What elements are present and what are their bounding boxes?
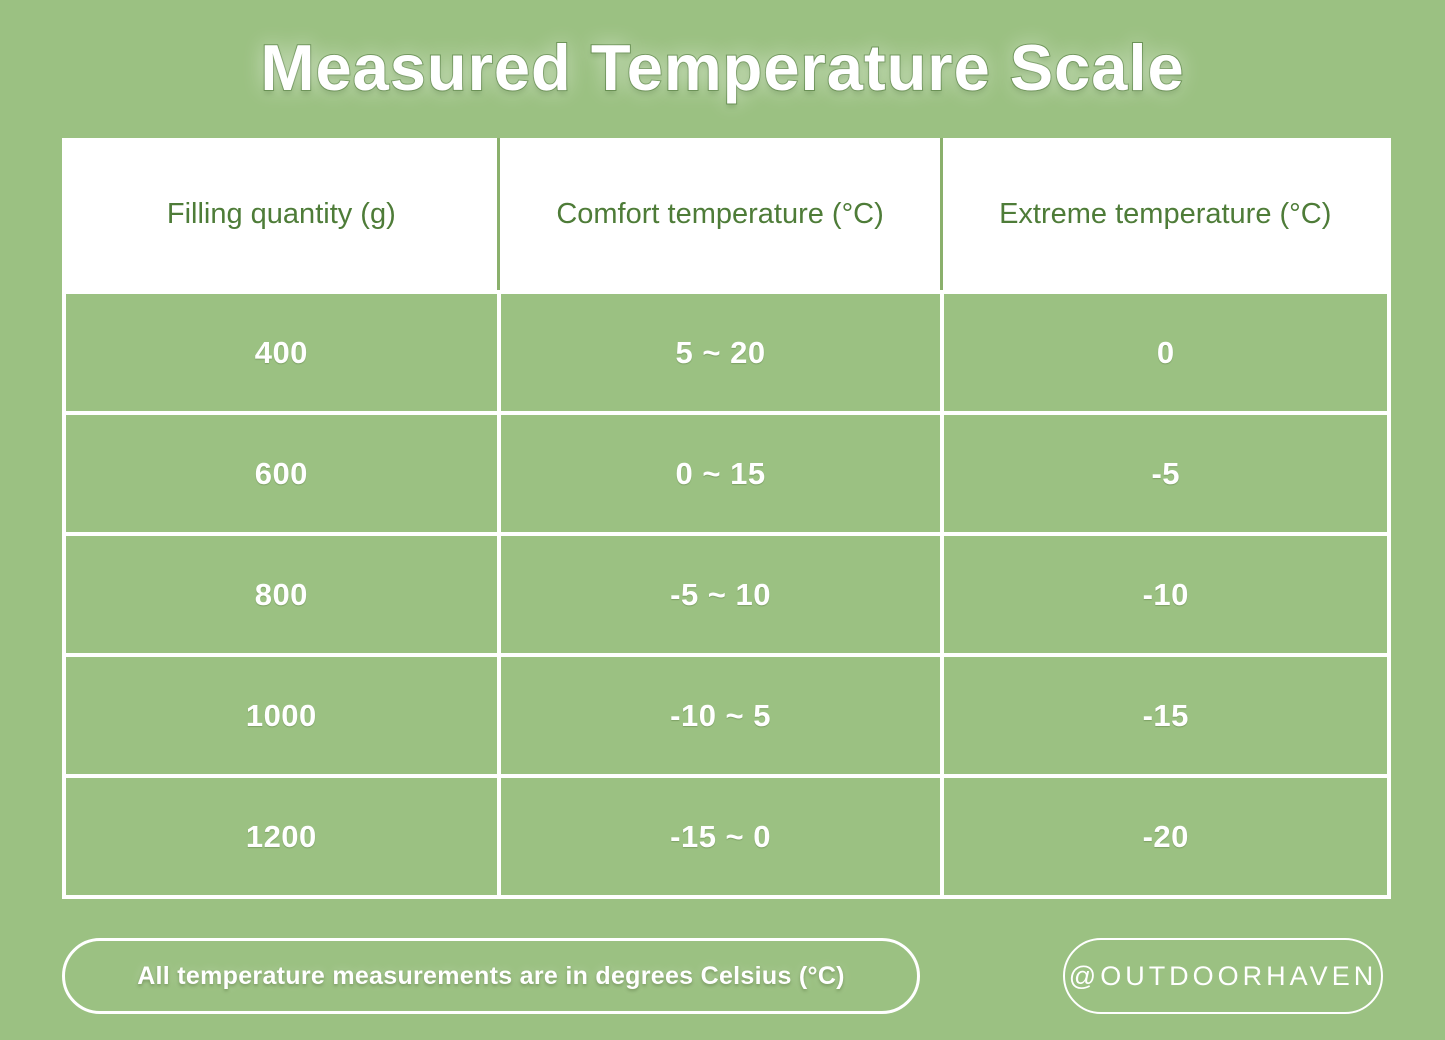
table-row: 1000 -10 ~ 5 -15: [66, 653, 1387, 774]
header-cell-comfort-temperature: Comfort temperature (°C): [496, 138, 941, 290]
table-cell-comfort: -5 ~ 10: [496, 536, 941, 653]
table-header-row: Filling quantity (g) Comfort temperature…: [66, 138, 1387, 290]
table-cell-filling: 400: [66, 294, 497, 411]
table-row: 400 5 ~ 20 0: [66, 290, 1387, 411]
footnote-text: All temperature measurements are in degr…: [137, 961, 845, 990]
table-cell-extreme: 0: [940, 294, 1387, 411]
table-row: 1200 -15 ~ 0 -20: [66, 774, 1387, 895]
header-cell-filling-quantity: Filling quantity (g): [166, 197, 396, 230]
table-cell-comfort: -10 ~ 5: [496, 657, 941, 774]
social-handle-pill: @OUTDOORHAVEN: [1063, 938, 1383, 1014]
table-cell-filling: 1000: [66, 657, 497, 774]
table-cell-filling: 800: [66, 536, 497, 653]
footnote-pill: All temperature measurements are in degr…: [62, 938, 920, 1014]
table-cell-comfort: 5 ~ 20: [496, 294, 941, 411]
table-cell-extreme: -20: [940, 778, 1387, 895]
table-cell-extreme: -5: [940, 415, 1387, 532]
temperature-table: Filling quantity (g) Comfort temperature…: [62, 138, 1391, 899]
table-cell-filling: 600: [66, 415, 497, 532]
table-cell-filling: 1200: [66, 778, 497, 895]
table-cell-extreme: -15: [940, 657, 1387, 774]
social-handle-text: @OUTDOORHAVEN: [1068, 960, 1378, 991]
table-cell-comfort: -15 ~ 0: [496, 778, 941, 895]
table-cell-extreme: -10: [940, 536, 1387, 653]
table-cell-comfort: 0 ~ 15: [496, 415, 941, 532]
header-cell-extreme-temperature: Extreme temperature (°C): [940, 138, 1386, 290]
table-row: 600 0 ~ 15 -5: [66, 411, 1387, 532]
table-row: 800 -5 ~ 10 -10: [66, 532, 1387, 653]
page-title: Measured Temperature Scale: [259, 30, 1185, 105]
footer: All temperature measurements are in degr…: [62, 938, 1383, 1014]
